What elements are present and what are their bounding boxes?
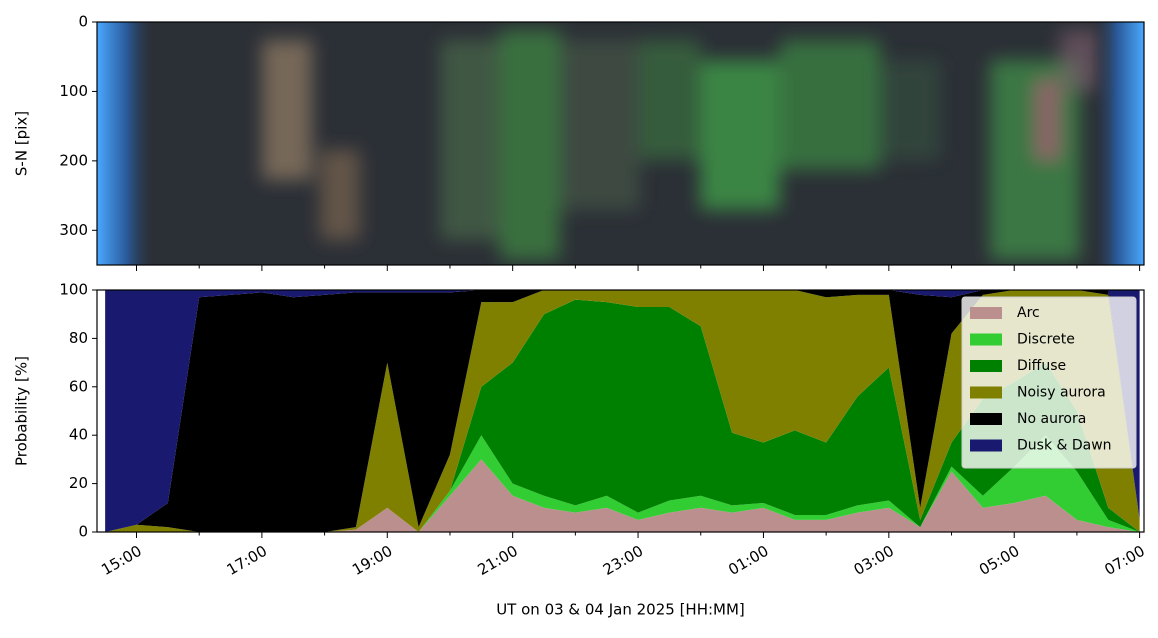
x-tick-label: 03:00 (851, 542, 897, 579)
x-tick-label: 07:00 (1101, 542, 1147, 579)
legend-swatch (970, 413, 1002, 425)
y-axis-label: S-N [pix] (13, 111, 31, 176)
y-tick-label: 40 (69, 426, 88, 444)
y-tick-label: 100 (59, 281, 88, 299)
plot-area (105, 290, 1140, 532)
area (105, 459, 1140, 532)
y-tick-label: 0 (78, 13, 88, 31)
y-tick-label: 100 (59, 82, 88, 100)
area (105, 290, 1140, 532)
x-tick-label: 01:00 (725, 542, 771, 579)
x-tick-label: 15:00 (98, 542, 144, 579)
keogram-image (97, 22, 1144, 265)
y-tick-label: 0 (78, 523, 88, 541)
y-tick-label: 20 (69, 474, 88, 492)
legend-label: Discrete (1017, 332, 1075, 348)
x-axis-label: UT on 03 & 04 Jan 2025 [HH:MM] (496, 601, 745, 619)
legend-swatch (970, 439, 1002, 452)
x-tick-label: 05:00 (976, 542, 1022, 579)
area (105, 299, 1140, 532)
y-axis-label: Probability [%] (13, 356, 31, 466)
legend-swatch (970, 360, 1002, 372)
legend-label: Dusk & Dawn (1017, 438, 1112, 454)
x-tick-label: 23:00 (600, 542, 646, 579)
legend-label: Arc (1017, 305, 1040, 321)
y-tick-label: 300 (59, 221, 88, 239)
y-tick-label: 200 (59, 151, 88, 169)
axes-frame (96, 289, 1145, 533)
y-tick-label: 60 (69, 377, 88, 395)
area (105, 290, 1140, 532)
x-tick-label: 19:00 (349, 542, 395, 579)
legend-label: Noisy aurora (1017, 385, 1106, 401)
legend-label: Diffuse (1017, 358, 1066, 374)
x-tick-label: 17:00 (224, 542, 270, 579)
legend-label: No aurora (1017, 411, 1086, 427)
y-tick-label: 80 (69, 329, 88, 347)
legend-swatch (970, 386, 1002, 399)
legend: Arc Discrete Diffuse Noisy aurora No aurora D… (961, 296, 1137, 469)
axes-frame (96, 21, 1145, 266)
x-tick-label: 21:00 (474, 542, 520, 579)
legend-box (961, 296, 1137, 469)
legend-swatch (970, 307, 1002, 319)
legend-swatch (970, 333, 1002, 346)
area (105, 435, 1140, 532)
